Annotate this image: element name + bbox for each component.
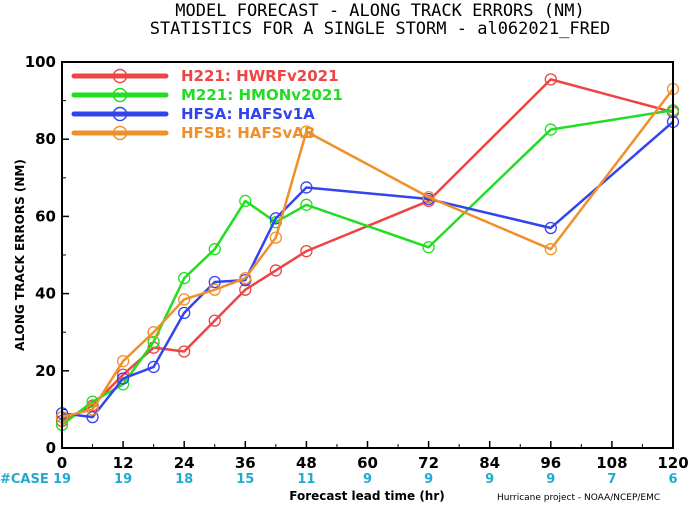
y-tick-label: 20: [35, 362, 56, 380]
data-point: [239, 272, 252, 285]
data-point: [239, 194, 252, 208]
case-count: 18: [175, 472, 193, 487]
series-3: [55, 82, 680, 424]
case-count: 19: [114, 472, 132, 487]
data-point: [300, 244, 313, 258]
credit-text: Hurricane project - NOAA/NCEP/EMC: [497, 493, 660, 503]
case-count: 7: [607, 472, 616, 487]
series-line: [61, 109, 674, 426]
data-point: [269, 264, 283, 277]
x-tick-label: 72: [418, 454, 439, 472]
legend-swatch-marker: [112, 106, 128, 122]
legend-swatch-marker: [112, 68, 128, 84]
data-point: [269, 231, 283, 244]
x-tick-label: 12: [113, 454, 134, 472]
data-point: [147, 335, 160, 349]
x-tick-label: 48: [296, 454, 317, 472]
legend-swatch-marker: [112, 87, 128, 103]
x-tick-label: 84: [479, 454, 500, 472]
legend-label: H221: HWRFv2021: [181, 67, 339, 85]
data-point: [300, 125, 313, 138]
x-tick-label: 120: [657, 454, 688, 472]
legend-swatch-marker: [112, 125, 128, 141]
series-2: [55, 115, 680, 424]
case-count: 9: [424, 472, 433, 487]
y-tick-label: 60: [35, 207, 56, 225]
chart-title-line2: STATISTICS FOR A SINGLE STORM - al062021…: [150, 19, 611, 39]
case-count: 19: [53, 472, 71, 487]
data-point: [208, 243, 221, 256]
data-point: [178, 272, 191, 285]
data-point: [422, 241, 435, 254]
case-count: 9: [485, 472, 494, 487]
data-point: [208, 275, 221, 289]
x-tick-label: 96: [540, 454, 561, 472]
case-count: 15: [236, 472, 254, 487]
data-point: [208, 283, 221, 296]
case-count: 9: [546, 472, 555, 487]
case-count: 11: [297, 472, 315, 487]
data-point: [544, 73, 557, 86]
x-axis-label: Forecast lead time (hr): [289, 489, 445, 503]
series-layer: [55, 73, 680, 431]
y-tick-label: 100: [25, 53, 56, 71]
legend-entry-3: HFSB: HAFSvAB: [71, 124, 315, 142]
plot-frame: [61, 61, 674, 449]
y-tick-label: 40: [35, 285, 56, 303]
x-tick-label: 0: [57, 454, 67, 472]
x-tick-label: 24: [174, 454, 195, 472]
case-count: 6: [668, 472, 677, 487]
y-tick-label: 0: [46, 439, 56, 457]
data-point: [544, 123, 557, 136]
data-point: [86, 410, 99, 424]
legend-label: HFSA: HAFSv1A: [181, 105, 315, 123]
data-point: [544, 221, 557, 235]
series-line: [61, 88, 674, 419]
series-0: [55, 73, 680, 428]
x-tick-label: 60: [357, 454, 378, 472]
chart-title-line1: MODEL FORECAST - ALONG TRACK ERRORS (NM): [175, 1, 584, 21]
data-point: [208, 314, 221, 327]
data-point: [178, 306, 191, 320]
data-point: [86, 403, 99, 416]
y-tick-label: 80: [35, 130, 56, 148]
y-axis: 0 20 40 60 80 100: [25, 53, 69, 457]
series-1: [55, 104, 680, 431]
x-axis: 0 12 24 36 48 60 72 84 96 108 120: [57, 441, 689, 472]
data-point: [300, 198, 313, 211]
y-axis-label: ALONG TRACK ERRORS (NM): [13, 159, 27, 351]
data-point: [147, 360, 160, 374]
case-row-label: #CASE: [0, 472, 49, 487]
legend-entry-1: M221: HMONv2021: [71, 86, 343, 104]
data-point: [544, 243, 557, 256]
data-point: [300, 181, 313, 194]
data-point: [422, 190, 435, 204]
data-point: [178, 345, 191, 358]
data-point: [178, 293, 191, 306]
data-point: [147, 326, 160, 339]
data-point: [116, 354, 130, 368]
legend-label: M221: HMONv2021: [181, 86, 343, 104]
case-counts: #CASE 19 19 18 15 11 9 9 9 9 7 6: [0, 472, 678, 487]
legend-label: HFSB: HAFSvAB: [181, 124, 315, 142]
legend-entry-2: HFSA: HAFSv1A: [71, 105, 315, 123]
x-tick-label: 108: [596, 454, 627, 472]
data-point: [116, 372, 130, 385]
case-count: 9: [363, 472, 372, 487]
series-line: [61, 120, 674, 419]
x-tick-label: 36: [235, 454, 256, 472]
legend-entry-0: H221: HWRFv2021: [71, 67, 339, 85]
